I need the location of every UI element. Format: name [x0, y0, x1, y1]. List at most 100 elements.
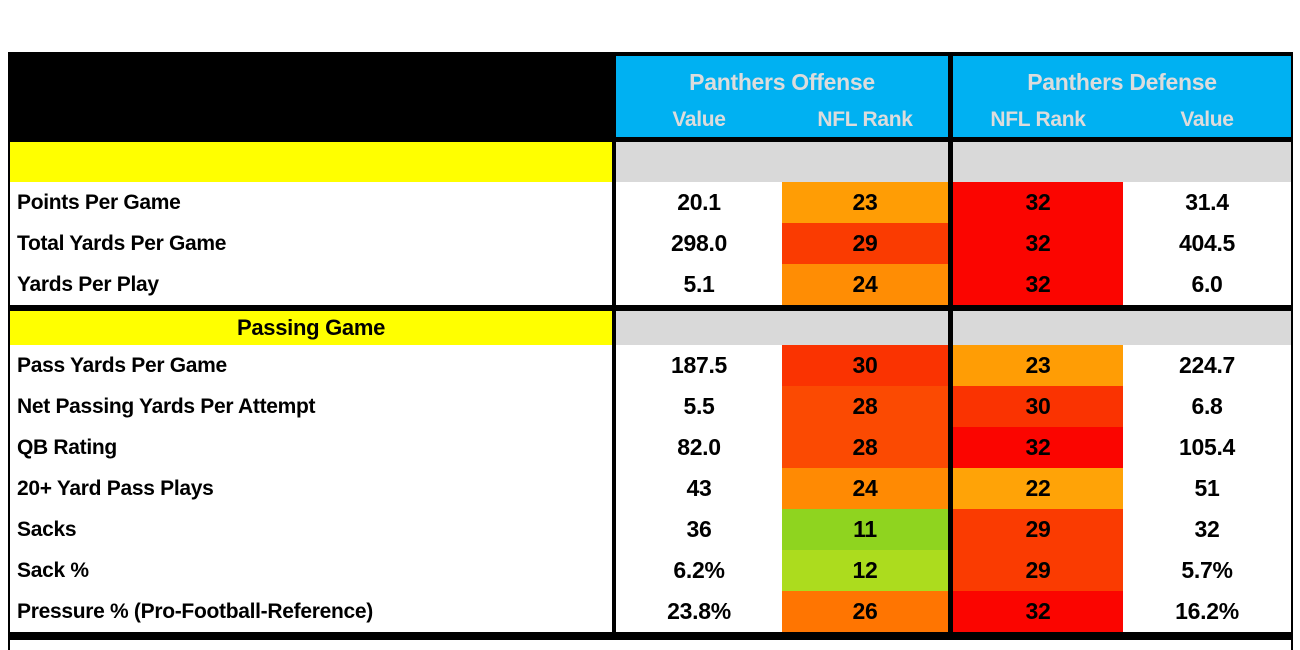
- defense-value-cell: 6.8: [1123, 386, 1291, 427]
- offense-value-column-header: Value: [672, 108, 726, 131]
- offense-defense-divider: [948, 311, 953, 345]
- column-divider: [612, 591, 616, 632]
- defense-value-cell: 31.4: [1123, 182, 1291, 223]
- table-row: Sack % 6.2% 12 29 5.7%: [10, 550, 1291, 591]
- column-divider: [612, 182, 616, 223]
- offense-value-cell: 20.1: [616, 182, 782, 223]
- offense-defense-divider: [948, 142, 953, 182]
- table-row: Sacks 36 11 29 32: [10, 509, 1291, 550]
- table-row: Total Yards Per Game 298.0 29 32 404.5: [10, 223, 1291, 264]
- offense-defense-divider: [948, 591, 953, 632]
- header-vertical-divider: [948, 56, 953, 137]
- stat-label: Pressure % (Pro-Football-Reference): [10, 591, 612, 632]
- offense-value-cell: 23.8%: [616, 591, 782, 632]
- table-row: Net Passing Yards Per Attempt 5.5 28 30 …: [10, 386, 1291, 427]
- defense-value-cell: 16.2%: [1123, 591, 1291, 632]
- column-divider: [612, 550, 616, 591]
- offense-defense-divider: [948, 468, 953, 509]
- offense-rank-cell: 12: [782, 550, 948, 591]
- defense-value-cell: 51: [1123, 468, 1291, 509]
- defense-rank-cell: 29: [953, 509, 1123, 550]
- defense-rank-cell: 32: [953, 223, 1123, 264]
- section-gray-fill-defense: [953, 142, 1291, 182]
- column-divider: [612, 142, 616, 182]
- defense-rank-cell: 30: [953, 386, 1123, 427]
- defense-rank-cell: 32: [953, 264, 1123, 305]
- offense-defense-divider: [948, 509, 953, 550]
- section-header-row: Passing Game: [10, 305, 1291, 345]
- column-divider: [612, 468, 616, 509]
- offense-value-cell: 82.0: [616, 427, 782, 468]
- section-gray-fill-offense: [616, 142, 948, 182]
- defense-value-cell: 6.0: [1123, 264, 1291, 305]
- section-gray-fill-offense: [616, 311, 948, 345]
- defense-title: Panthers Defense: [1027, 69, 1217, 95]
- stat-label: Points Per Game: [10, 182, 612, 223]
- column-divider: [612, 427, 616, 468]
- stat-label: Yards Per Play: [10, 264, 612, 305]
- offense-defense-divider: [948, 223, 953, 264]
- column-divider: [612, 345, 616, 386]
- offense-value-cell: 36: [616, 509, 782, 550]
- defense-rank-cell: 29: [953, 550, 1123, 591]
- panthers-stats-table: Panthers Offense Value NFL Rank Panthers…: [8, 52, 1293, 650]
- defense-rank-cell: 32: [953, 427, 1123, 468]
- column-divider: [612, 311, 616, 345]
- defense-value-cell: 224.7: [1123, 345, 1291, 386]
- defense-value-cell: 404.5: [1123, 223, 1291, 264]
- next-section-top-border: [10, 632, 1291, 640]
- table-row: Points Per Game 20.1 23 32 31.4: [10, 182, 1291, 223]
- offense-defense-divider: [948, 550, 953, 591]
- offense-defense-divider: [948, 264, 953, 305]
- defense-rank-cell: 32: [953, 182, 1123, 223]
- offense-rank-cell: 24: [782, 264, 948, 305]
- offense-rank-column-header: NFL Rank: [817, 108, 913, 131]
- stat-label: Sack %: [10, 550, 612, 591]
- stat-label: QB Rating: [10, 427, 612, 468]
- defense-rank-cell: 22: [953, 468, 1123, 509]
- defense-rank-cell: 32: [953, 591, 1123, 632]
- offense-defense-divider: [948, 182, 953, 223]
- offense-value-cell: 43: [616, 468, 782, 509]
- offense-rank-cell: 24: [782, 468, 948, 509]
- offense-subheaders: Value NFL Rank: [616, 102, 948, 142]
- offense-rank-cell: 30: [782, 345, 948, 386]
- section-header-row: [10, 142, 1291, 182]
- defense-subheaders: NFL Rank Value: [953, 102, 1291, 142]
- header-group-offense: Panthers Offense Value NFL Rank: [616, 56, 948, 137]
- section-gray-fill-defense: [953, 311, 1291, 345]
- section-label: Passing Game: [10, 311, 612, 345]
- stat-label: Pass Yards Per Game: [10, 345, 612, 386]
- offense-defense-divider: [948, 427, 953, 468]
- offense-value-cell: 6.2%: [616, 550, 782, 591]
- offense-defense-divider: [948, 345, 953, 386]
- defense-rank-cell: 23: [953, 345, 1123, 386]
- stat-label: 20+ Yard Pass Plays: [10, 468, 612, 509]
- column-divider: [612, 223, 616, 264]
- defense-value-cell: 105.4: [1123, 427, 1291, 468]
- table-row: Pressure % (Pro-Football-Reference) 23.8…: [10, 591, 1291, 632]
- offense-value-cell: 187.5: [616, 345, 782, 386]
- column-divider: [612, 509, 616, 550]
- table-row: Pass Yards Per Game 187.5 30 23 224.7: [10, 345, 1291, 386]
- stat-label: Net Passing Yards Per Attempt: [10, 386, 612, 427]
- offense-rank-cell: 11: [782, 509, 948, 550]
- offense-rank-cell: 28: [782, 386, 948, 427]
- defense-rank-column-header: NFL Rank: [990, 108, 1086, 131]
- column-divider: [612, 386, 616, 427]
- offense-rank-cell: 23: [782, 182, 948, 223]
- table-body: Points Per Game 20.1 23 32 31.4 Total Ya…: [10, 142, 1291, 632]
- offense-value-cell: 5.1: [616, 264, 782, 305]
- header-corner-black: [10, 56, 616, 137]
- table-row: Yards Per Play 5.1 24 32 6.0: [10, 264, 1291, 305]
- offense-title: Panthers Offense: [689, 69, 875, 95]
- offense-value-cell: 5.5: [616, 386, 782, 427]
- offense-rank-cell: 28: [782, 427, 948, 468]
- offense-rank-cell: 26: [782, 591, 948, 632]
- stat-label: Total Yards Per Game: [10, 223, 612, 264]
- offense-defense-divider: [948, 386, 953, 427]
- defense-value-cell: 5.7%: [1123, 550, 1291, 591]
- section-label: [10, 142, 612, 182]
- table-row: 20+ Yard Pass Plays 43 24 22 51: [10, 468, 1291, 509]
